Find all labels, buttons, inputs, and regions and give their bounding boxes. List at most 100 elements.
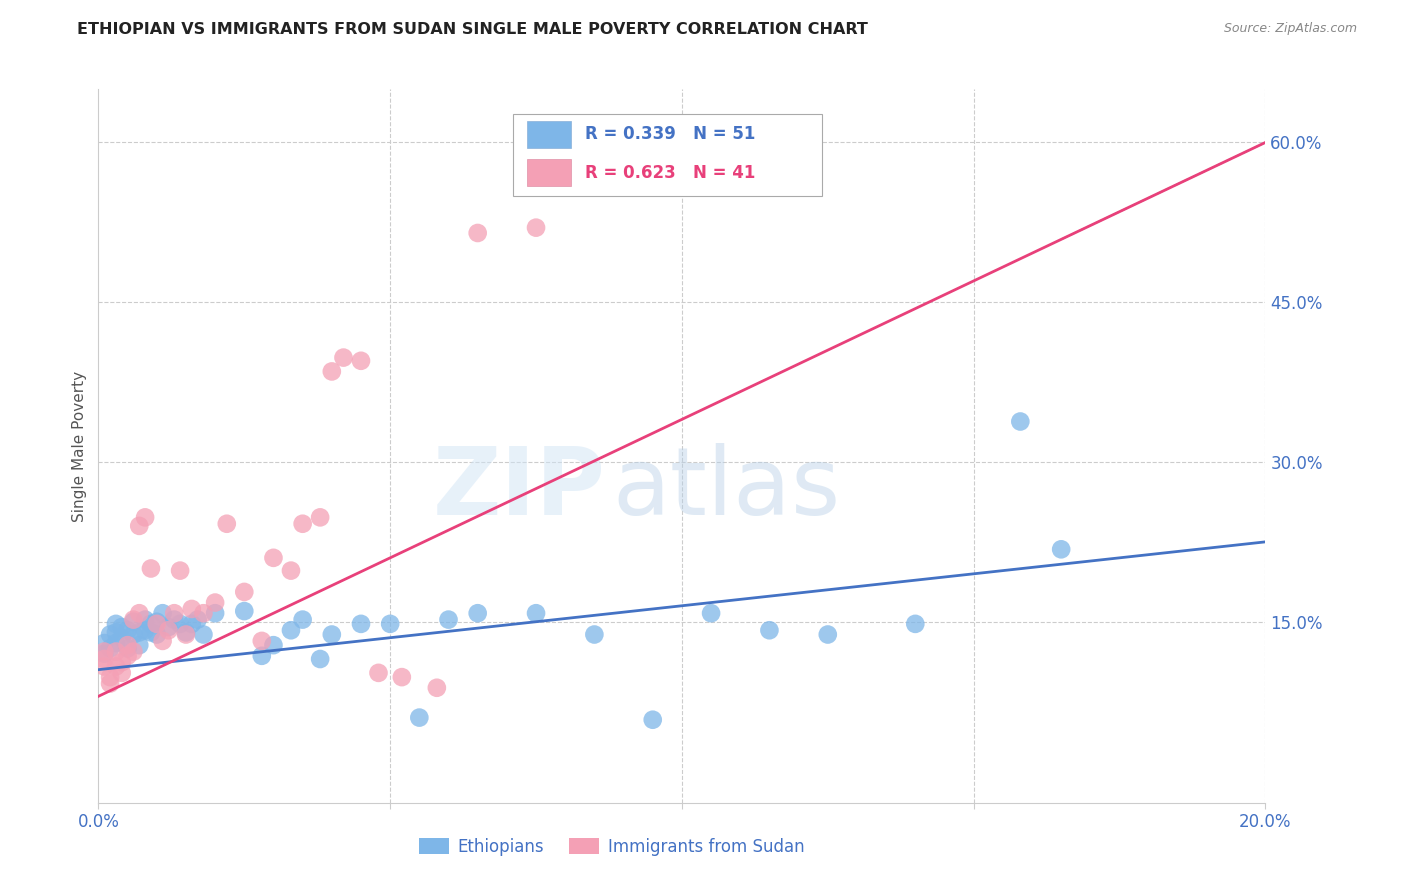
Point: [262, 638, 284, 652]
Point: [139, 616, 162, 631]
Point: [169, 564, 191, 578]
Point: [174, 625, 197, 640]
Point: [134, 613, 156, 627]
Point: [128, 638, 150, 652]
Point: [104, 625, 127, 640]
Point: [122, 627, 145, 641]
Point: [93, 659, 115, 673]
Point: [233, 585, 256, 599]
Point: [134, 624, 156, 638]
Point: [139, 625, 162, 640]
Point: [163, 606, 186, 620]
Point: [117, 638, 139, 652]
Point: [524, 606, 547, 620]
Text: Source: ZipAtlas.com: Source: ZipAtlas.com: [1223, 22, 1357, 36]
Point: [378, 616, 402, 631]
Point: [233, 604, 256, 618]
Point: [111, 631, 134, 645]
Point: [98, 676, 121, 690]
Point: [204, 596, 226, 610]
Point: [280, 564, 302, 578]
Point: [122, 613, 145, 627]
Point: [904, 616, 927, 631]
Legend: Ethiopians, Immigrants from Sudan: Ethiopians, Immigrants from Sudan: [413, 831, 811, 863]
Point: [152, 606, 174, 620]
Point: [408, 710, 430, 724]
Point: [583, 627, 606, 641]
Point: [350, 353, 373, 368]
Point: [180, 616, 202, 631]
Point: [524, 220, 547, 235]
Point: [467, 226, 489, 240]
Y-axis label: Single Male Poverty: Single Male Poverty: [72, 370, 87, 522]
Text: ETHIOPIAN VS IMMIGRANTS FROM SUDAN SINGLE MALE POVERTY CORRELATION CHART: ETHIOPIAN VS IMMIGRANTS FROM SUDAN SINGL…: [77, 22, 869, 37]
Point: [309, 652, 332, 666]
Point: [426, 681, 449, 695]
Point: [122, 644, 145, 658]
Point: [262, 550, 284, 565]
Point: [250, 648, 273, 663]
Point: [291, 516, 314, 531]
Point: [700, 606, 723, 620]
Point: [350, 616, 373, 631]
Point: [193, 606, 215, 620]
Point: [204, 606, 226, 620]
Point: [104, 659, 127, 673]
Text: ZIP: ZIP: [433, 442, 606, 535]
Point: [163, 613, 186, 627]
Point: [111, 655, 134, 669]
Point: [117, 624, 139, 638]
Point: [146, 627, 169, 641]
Point: [122, 615, 145, 629]
Point: [93, 647, 115, 661]
Point: [128, 519, 150, 533]
Point: [93, 652, 115, 666]
Point: [215, 516, 238, 531]
Point: [367, 665, 389, 680]
Point: [250, 634, 273, 648]
Point: [169, 616, 191, 631]
Point: [117, 648, 139, 663]
Point: [104, 616, 127, 631]
Text: atlas: atlas: [612, 442, 841, 535]
Point: [758, 624, 780, 638]
Point: [98, 641, 121, 656]
Point: [280, 624, 302, 638]
Point: [187, 613, 209, 627]
Point: [134, 510, 156, 524]
Point: [180, 602, 202, 616]
Point: [321, 627, 343, 641]
Point: [174, 627, 197, 641]
Point: [104, 636, 127, 650]
Point: [817, 627, 839, 641]
Point: [128, 625, 150, 640]
Point: [467, 606, 489, 620]
Point: [104, 644, 127, 658]
FancyBboxPatch shape: [513, 114, 823, 196]
Point: [157, 624, 180, 638]
Point: [111, 620, 134, 634]
Point: [139, 561, 162, 575]
Point: [98, 670, 121, 684]
Point: [1050, 542, 1073, 557]
Point: [146, 615, 169, 629]
Point: [111, 665, 134, 680]
Point: [152, 634, 174, 648]
Bar: [527, 159, 571, 186]
Point: [332, 351, 354, 365]
Point: [146, 616, 169, 631]
Point: [93, 636, 115, 650]
Bar: [527, 120, 571, 148]
Point: [117, 641, 139, 656]
Point: [391, 670, 413, 684]
Point: [128, 606, 150, 620]
Point: [291, 613, 314, 627]
Point: [309, 510, 332, 524]
Point: [157, 620, 180, 634]
Text: R = 0.339   N = 51: R = 0.339 N = 51: [585, 125, 755, 143]
Point: [193, 627, 215, 641]
Text: R = 0.623   N = 41: R = 0.623 N = 41: [585, 164, 755, 182]
Point: [321, 364, 343, 378]
Point: [641, 713, 664, 727]
Point: [437, 613, 460, 627]
